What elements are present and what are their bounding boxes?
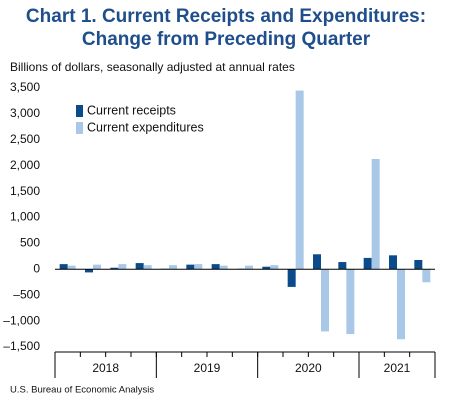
legend-label: Current receipts (87, 103, 176, 117)
bar (186, 264, 195, 270)
subtitle: Billions of dollars, seasonally adjusted… (10, 60, 295, 74)
bar (389, 255, 397, 270)
chart-title: Change from Preceding Quarter (82, 29, 371, 50)
bar (219, 265, 228, 270)
legend-swatch (76, 105, 83, 117)
x-tick-label: 2020 (295, 361, 322, 375)
y-tick-label: 1,500 (10, 184, 40, 198)
y-tick-label: 500 (20, 236, 40, 250)
bar (143, 265, 152, 270)
chart-title: Chart 1. Current Receipts and Expenditur… (26, 6, 426, 27)
x-tick-label: 2019 (194, 361, 221, 375)
bar (422, 269, 431, 283)
bar (313, 254, 321, 270)
bar (245, 265, 253, 270)
bar (118, 264, 127, 270)
bar (59, 264, 68, 270)
bar (397, 269, 405, 340)
y-tick-label: –1,500 (3, 339, 40, 353)
y-tick-label: 3,500 (10, 80, 40, 94)
y-tick-label: 0 (33, 261, 40, 275)
bar (371, 158, 380, 270)
x-tick-label: 2021 (384, 361, 411, 375)
bar (346, 269, 355, 335)
bar (194, 264, 203, 270)
bar (295, 90, 304, 270)
y-tick-label: 3,000 (10, 106, 40, 120)
bar (338, 262, 347, 270)
legend-swatch (76, 122, 83, 134)
bar (110, 267, 119, 270)
bar (363, 257, 372, 270)
bar (85, 269, 93, 273)
y-tick-label: 1,000 (10, 210, 40, 224)
source: U.S. Bureau of Economic Analysis (10, 385, 154, 396)
x-tick-label: 2018 (92, 361, 119, 375)
bar (321, 269, 329, 332)
bar (169, 265, 177, 270)
legend-label: Current expenditures (87, 120, 204, 134)
bar (135, 263, 144, 270)
y-tick-label: 2,500 (10, 132, 40, 146)
y-tick-label: –1,000 (3, 313, 40, 327)
bar (262, 266, 271, 270)
bar (270, 265, 279, 270)
bar (414, 259, 423, 270)
y-tick-label: –500 (13, 287, 40, 301)
bar (211, 264, 220, 270)
y-tick-label: 2,000 (10, 158, 40, 172)
bar (67, 265, 76, 270)
bar (93, 264, 101, 270)
bar (287, 269, 296, 287)
